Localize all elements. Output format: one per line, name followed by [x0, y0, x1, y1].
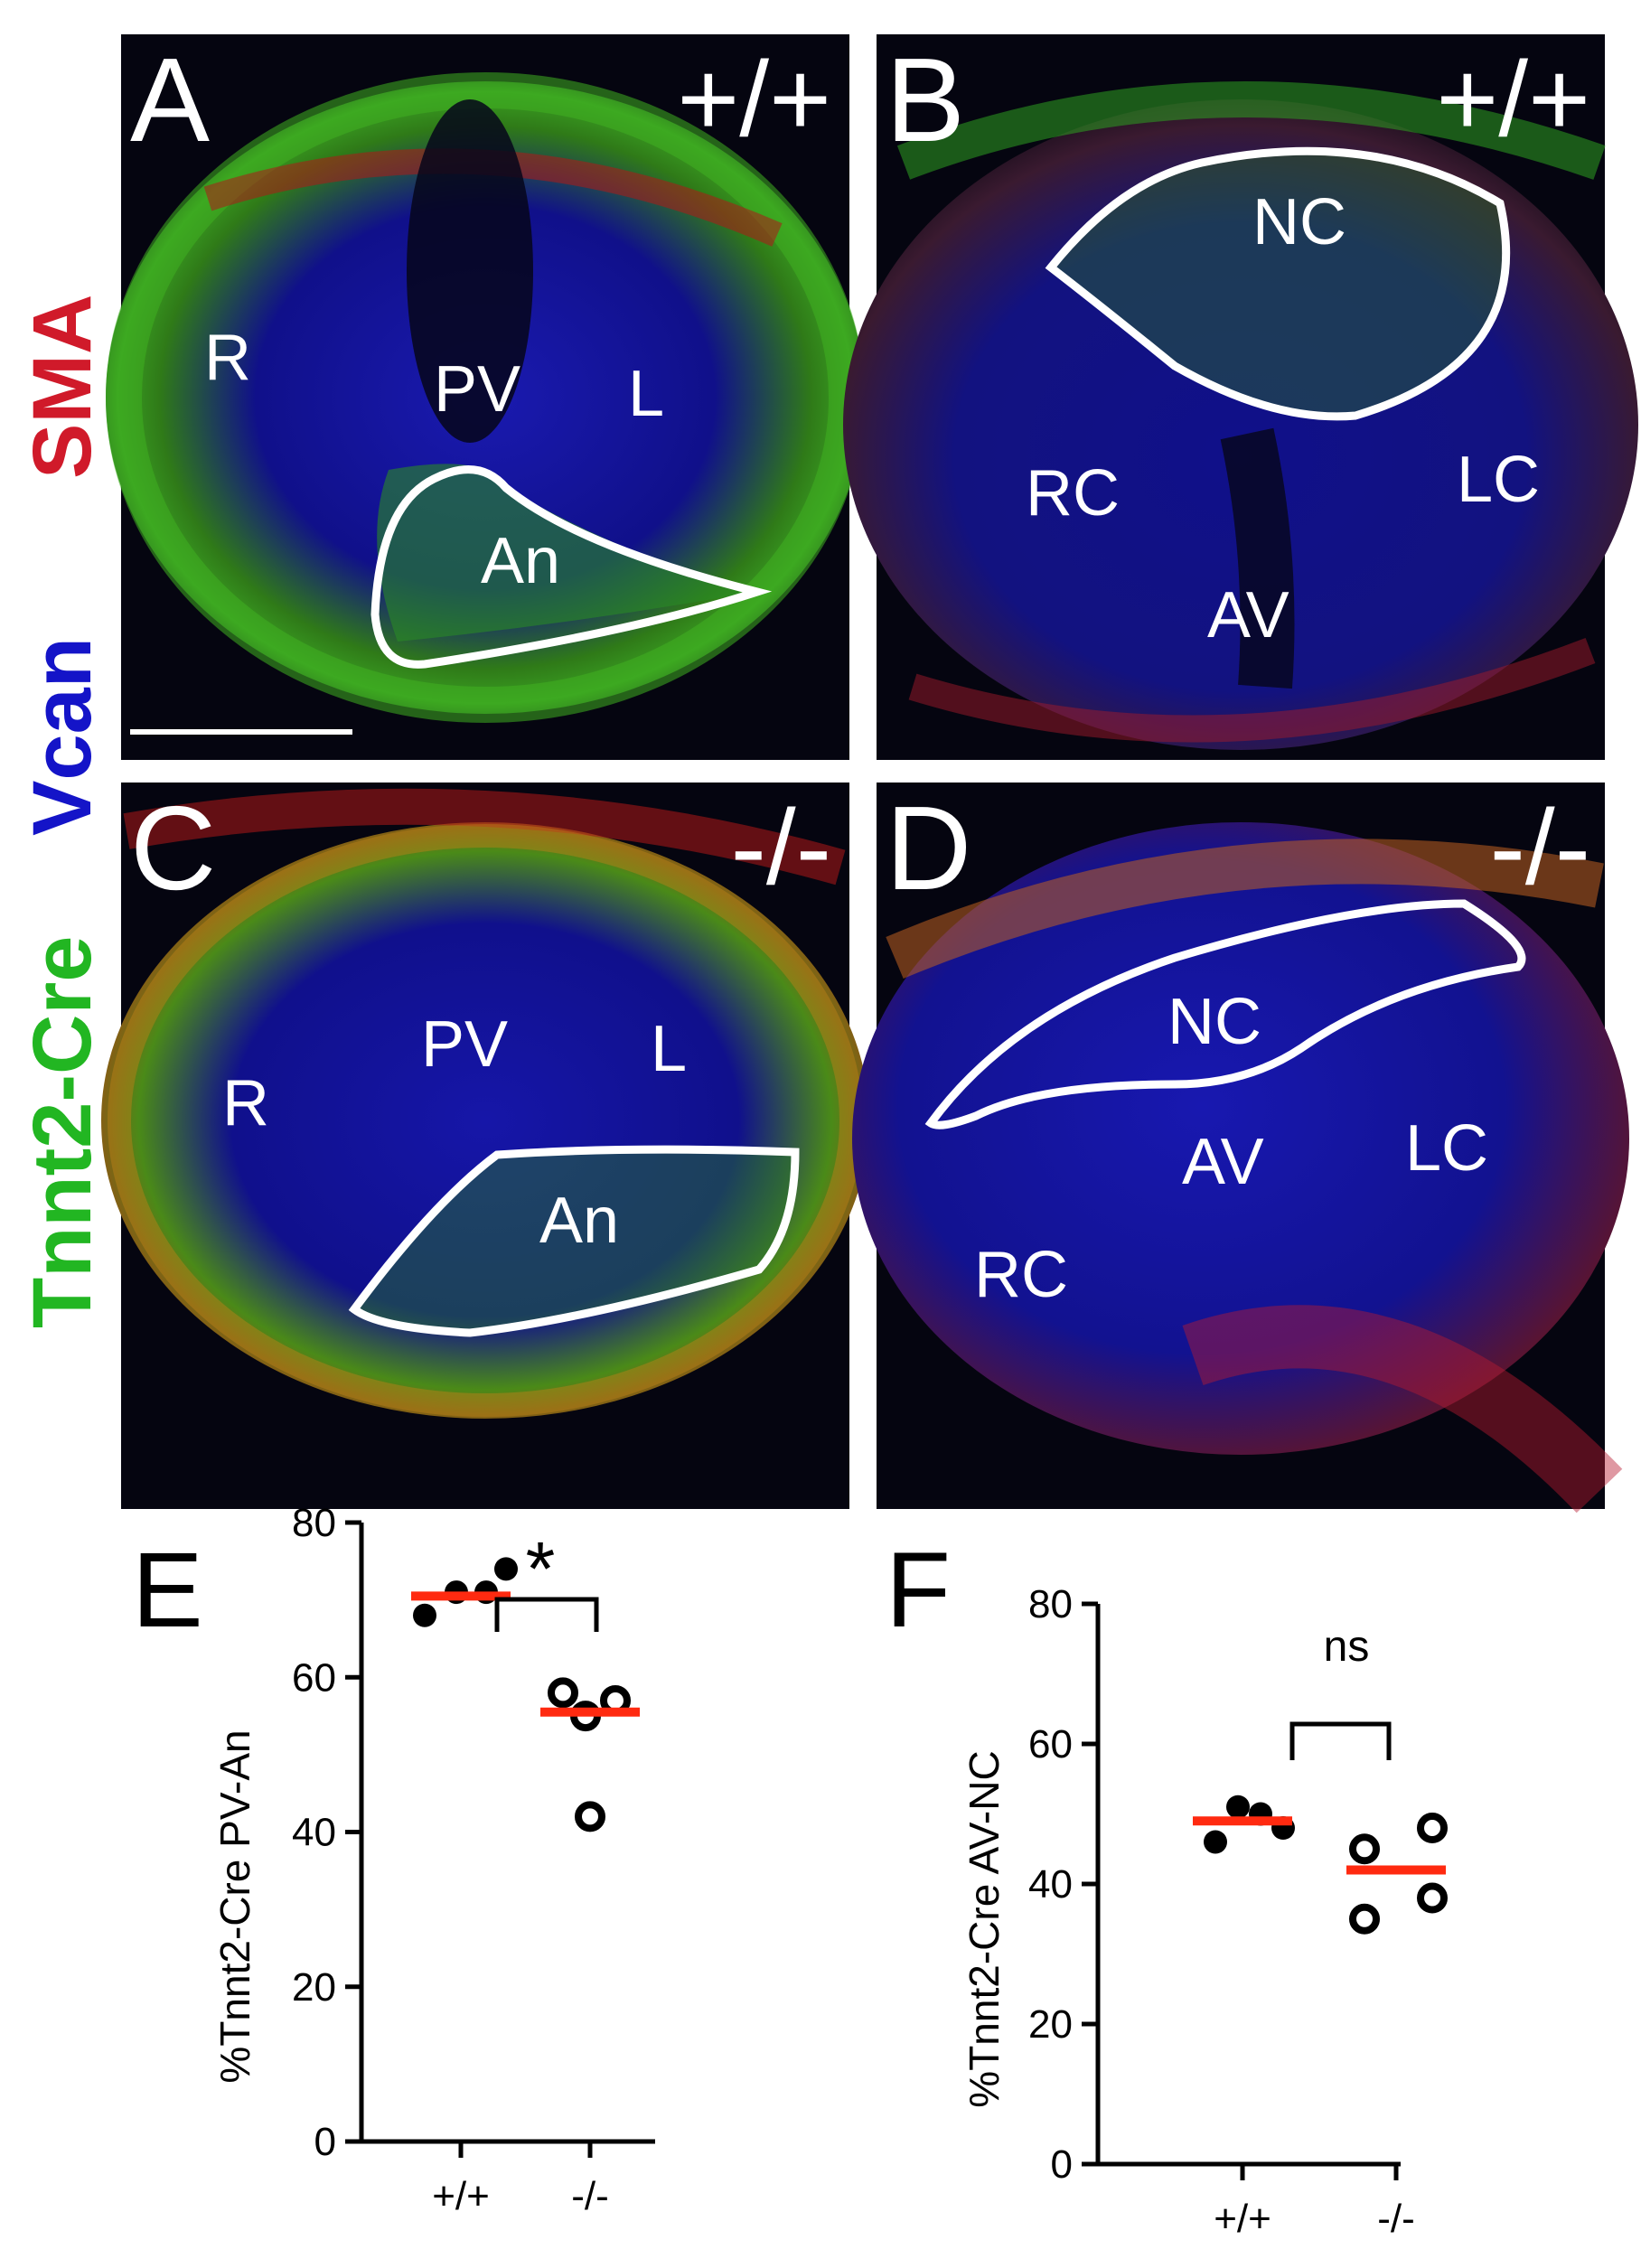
- significance-bracket: [1289, 1721, 1392, 1760]
- region-label: R: [204, 322, 251, 394]
- genotype-c: -/-: [731, 788, 831, 907]
- data-point: [1349, 1903, 1380, 1935]
- data-point: [1226, 1795, 1250, 1819]
- plot-area-e: 0 20 40 60 80 +/+ -/-: [292, 1501, 655, 2218]
- plot-area-f: 0 20 40 60 80 +/+ -/-: [1028, 1582, 1448, 2241]
- graph-e: E %Tnnt2-Cre PV-An 0 20 40 60 80 +/+ -/- *: [132, 1501, 655, 2218]
- region-label: NC: [1252, 186, 1346, 258]
- panel-letter-a: A: [130, 33, 210, 166]
- data-point: [413, 1603, 436, 1627]
- significance-label: ns: [1324, 1623, 1370, 1671]
- y-tick-label: 20: [1028, 2002, 1073, 2047]
- significance-label: *: [526, 1526, 556, 1611]
- data-point: [575, 1801, 605, 1832]
- region-label: NC: [1167, 986, 1261, 1058]
- genotype-d: -/-: [1490, 788, 1590, 907]
- y-tick-label: 40: [292, 1811, 336, 1855]
- panel-letter-e: E: [132, 1531, 203, 1650]
- panel-letter-f: F: [886, 1531, 951, 1650]
- y-tick-label: 0: [314, 2120, 336, 2164]
- data-point: [1417, 1813, 1448, 1843]
- region-label: An: [481, 525, 560, 597]
- y-tick-label: 80: [292, 1501, 336, 1545]
- x-tick-label: +/+: [432, 2174, 490, 2218]
- region-label: AV: [1207, 579, 1289, 651]
- panel-b: [843, 34, 1638, 760]
- data-point: [494, 1557, 518, 1581]
- data-point: [548, 1677, 578, 1709]
- y-tick-label: 0: [1051, 2142, 1073, 2187]
- region-label: RC: [1026, 457, 1120, 530]
- region-label: L: [651, 1013, 687, 1085]
- data-point: [1417, 1882, 1448, 1914]
- channel-vcan: Vcan: [16, 637, 108, 836]
- data-point: [1204, 1830, 1227, 1854]
- genotype-b: +/+: [1436, 40, 1590, 159]
- region-label: PV: [421, 1008, 508, 1081]
- panel-letter-c: C: [130, 782, 216, 914]
- x-tick-label: -/-: [1377, 2197, 1415, 2241]
- x-tick-label: -/-: [571, 2174, 609, 2218]
- x-tick-label: +/+: [1214, 2197, 1271, 2241]
- region-label: AV: [1182, 1126, 1264, 1198]
- significance-bracket: [494, 1597, 599, 1632]
- y-axis-label: %Tnnt2-Cre AV-NC: [961, 1750, 1008, 2107]
- region-label: An: [539, 1185, 619, 1257]
- channel-sma: SMA: [16, 295, 108, 479]
- y-tick-label: 60: [292, 1655, 336, 1700]
- y-tick-label: 20: [292, 1965, 336, 2010]
- channel-tnnt2cre: Tnnt2-Cre: [16, 936, 108, 1328]
- panel-letter-d: D: [886, 782, 971, 914]
- y-tick-label: 80: [1028, 1582, 1073, 1626]
- data-point: [1349, 1833, 1380, 1865]
- panel-c: [101, 783, 869, 1509]
- y-tick-label: 60: [1028, 1722, 1073, 1767]
- genotype-a: +/+: [677, 40, 831, 159]
- region-label: LC: [1405, 1112, 1488, 1185]
- y-tick-label: 40: [1028, 1862, 1073, 1907]
- region-label: L: [628, 358, 664, 430]
- region-label: PV: [434, 353, 520, 426]
- region-label: R: [222, 1067, 269, 1139]
- y-axis-label: %Tnnt2-Cre PV-An: [211, 1729, 258, 2083]
- graph-f: F %Tnnt2-Cre AV-NC 0 20 40 60 80 +/+ -/- ns: [886, 1531, 1448, 2241]
- region-label: RC: [974, 1239, 1068, 1311]
- region-label: LC: [1457, 444, 1540, 516]
- panel-letter-b: B: [886, 33, 965, 166]
- panel-d: [852, 783, 1629, 1514]
